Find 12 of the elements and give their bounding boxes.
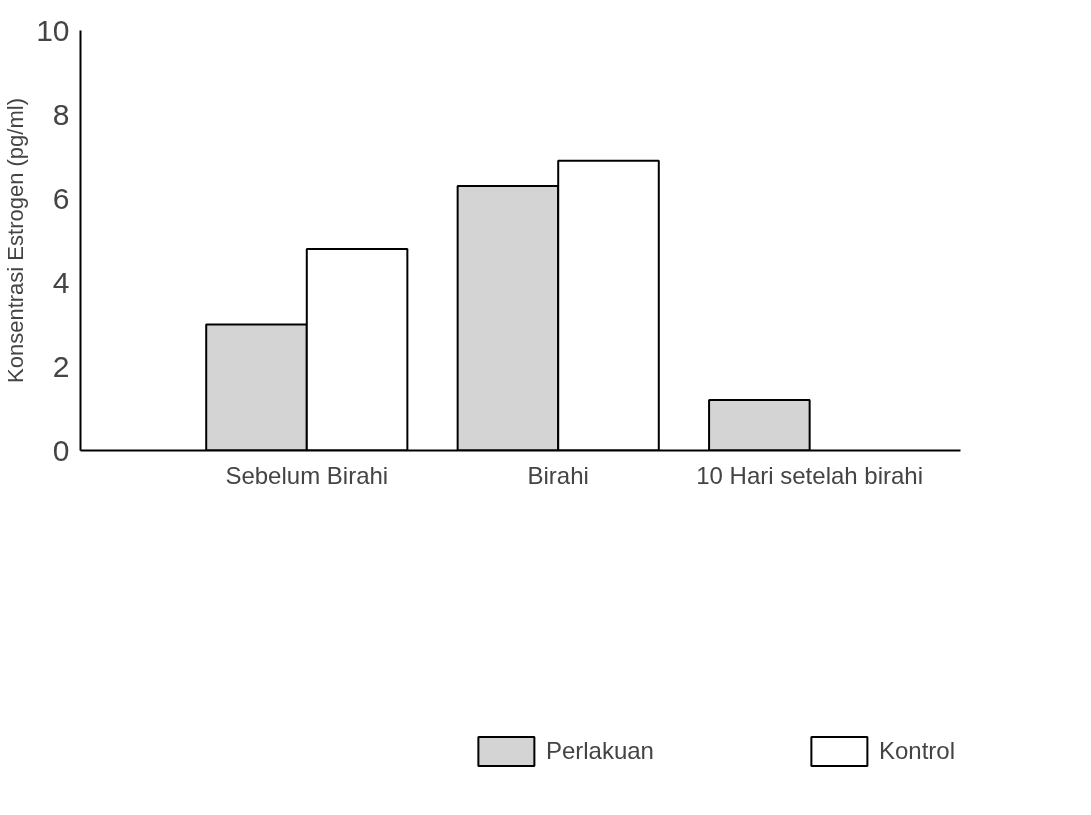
y-axis-title: Konsentrasi Estrogen (pg/ml)	[3, 98, 29, 383]
y-tick-label: 2	[52, 349, 70, 383]
legend-label: Kontrol	[878, 737, 955, 765]
x-tick-label: Sebelum Birahi	[225, 461, 389, 489]
legend-label: Perlakuan	[545, 737, 654, 765]
y-tick-label: 10	[36, 13, 70, 47]
y-tick-label: 4	[52, 265, 70, 299]
y-tick-label: 8	[52, 97, 70, 131]
y-tick-label: 0	[52, 433, 70, 467]
x-tick-label: 10 Hari setelah birahi	[696, 461, 924, 489]
y-tick-label: 6	[52, 181, 70, 215]
x-tick-label: Birahi	[527, 461, 589, 489]
